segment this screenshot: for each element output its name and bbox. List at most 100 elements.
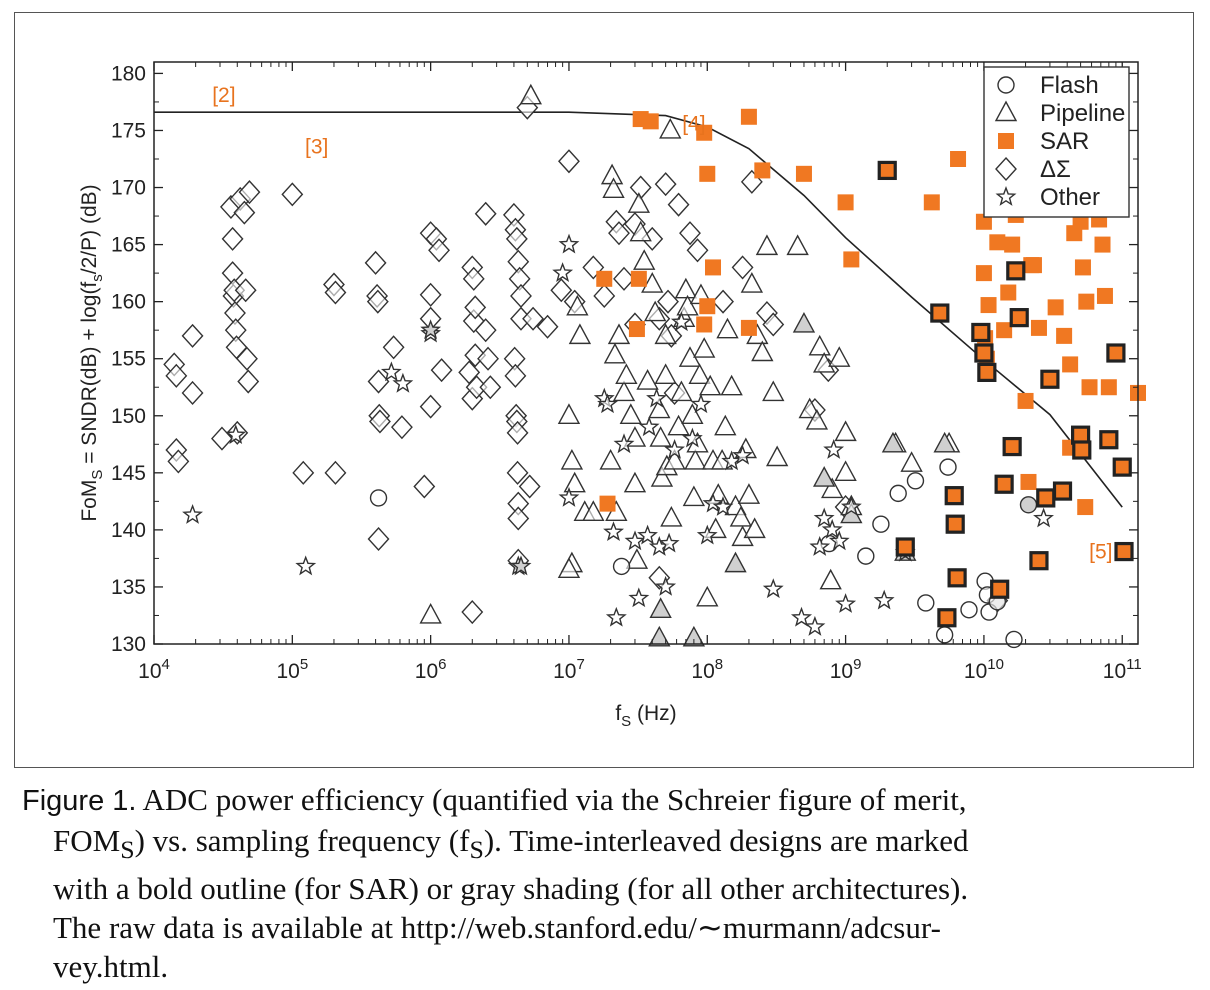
data-point-triangle: [649, 597, 672, 618]
caption-line-5: vey.html.: [53, 949, 169, 985]
data-point-star: [605, 606, 627, 627]
data-point-star: [840, 496, 862, 516]
data-point-diamond: [165, 363, 188, 388]
data-point-triangle: [612, 380, 636, 402]
data-point-diamond: [558, 149, 580, 174]
data-point-triangle: [834, 460, 857, 482]
data-point-diamond: [167, 449, 190, 474]
data-point-triangle: [682, 485, 706, 507]
data-point-star: [552, 262, 574, 283]
data-point-star: [295, 555, 317, 576]
data-point-diamond: [181, 380, 204, 405]
data-point-square: [1052, 481, 1073, 501]
data-point-triangle: [582, 500, 605, 521]
data-point-diamond: [237, 369, 260, 394]
data-point-square: [1096, 287, 1113, 304]
data-point-triangle: [419, 602, 442, 624]
data-point-diamond: [368, 409, 391, 434]
data-point-triangle: [681, 403, 704, 424]
data-point-square: [1004, 236, 1021, 253]
data-point-square: [699, 298, 716, 315]
data-point-star: [637, 524, 658, 545]
data-point-star: [821, 518, 843, 539]
data-point-square: [990, 579, 1010, 599]
data-point-triangle: [798, 397, 821, 419]
data-point-square: [923, 194, 940, 211]
x-tick-label: 1011: [1103, 656, 1142, 683]
data-point-square: [971, 322, 991, 343]
data-point-triangle: [751, 340, 774, 362]
data-point-triangle: [724, 551, 747, 573]
data-point-star: [655, 575, 677, 596]
data-point-square: [1036, 488, 1056, 508]
data-point-star: [646, 387, 667, 408]
data-point-square: [596, 270, 613, 287]
data-point-star: [809, 536, 831, 556]
data-point-triangle: [557, 403, 581, 424]
caption-fom-sub: S: [120, 835, 135, 865]
data-point-triangle: [563, 471, 586, 493]
caption-line-4: The raw data is available at http://web.…: [53, 910, 941, 946]
data-point-star: [658, 532, 680, 553]
data-point-square: [1072, 440, 1092, 460]
data-point-square: [1040, 369, 1060, 389]
data-point-triangle: [625, 548, 649, 569]
data-point-triangle: [674, 277, 698, 299]
data-point-triangle: [648, 397, 671, 419]
legend-square-icon: [998, 133, 1014, 149]
data-point-triangle: [649, 426, 672, 447]
data-point-square: [1106, 343, 1126, 363]
figure-caption: Figure 1. ADC power efficiency (quantifi…: [22, 780, 1197, 986]
data-point-square: [1074, 259, 1091, 276]
reference-annotation: [3]: [305, 135, 328, 158]
data-point-star: [597, 393, 619, 414]
data-point-triangle: [599, 448, 622, 470]
data-point-triangle: [602, 177, 625, 199]
data-point-square: [1072, 213, 1089, 230]
legend-label: Flash: [1040, 72, 1099, 99]
data-point-diamond: [657, 289, 679, 314]
data-point-diamond: [613, 266, 635, 291]
data-point-star: [603, 521, 625, 541]
legend-triangle-icon: [994, 100, 1018, 122]
data-point-circle: [917, 594, 935, 612]
data-point-square: [696, 316, 713, 333]
data-point-star: [1033, 507, 1054, 528]
data-point-triangle: [650, 466, 674, 487]
data-point-diamond: [593, 283, 616, 308]
data-point-triangle: [900, 451, 923, 472]
legend-star-icon: [995, 185, 1017, 206]
data-point-diamond: [234, 278, 257, 303]
data-point-square: [1114, 541, 1134, 562]
data-point-square: [642, 113, 659, 130]
data-point-triangle: [714, 414, 737, 436]
data-point-diamond: [221, 226, 244, 251]
data-point-star: [420, 319, 442, 340]
data-point-square: [1029, 551, 1049, 571]
data-point-square: [1025, 257, 1042, 274]
x-tick-label: 106: [415, 656, 447, 683]
x-tick-label: 107: [553, 656, 585, 683]
data-point-triangle: [636, 369, 659, 390]
data-point-triangle: [615, 363, 638, 385]
data-point-diamond: [181, 323, 204, 348]
data-point-triangle: [659, 117, 682, 139]
data-point-triangle: [729, 505, 753, 527]
data-point-star: [558, 233, 580, 254]
data-point-star: [628, 587, 650, 608]
x-axis-title: fS (Hz): [615, 702, 676, 730]
data-point-star: [790, 606, 813, 627]
y-tick-label: 160: [111, 291, 146, 314]
data-point-diamond: [413, 474, 436, 499]
data-point-diamond: [236, 346, 258, 371]
data-point-square: [1000, 284, 1017, 301]
y-tick-label: 130: [111, 633, 146, 656]
data-point-circle: [612, 557, 631, 576]
data-point-star: [664, 439, 685, 459]
data-point-triangle: [693, 337, 716, 358]
data-point-square: [1002, 436, 1022, 457]
data-point-square: [1099, 430, 1119, 450]
y-tick-label: 140: [111, 519, 146, 542]
data-point-circle: [939, 458, 957, 476]
data-point-diamond: [419, 394, 442, 419]
